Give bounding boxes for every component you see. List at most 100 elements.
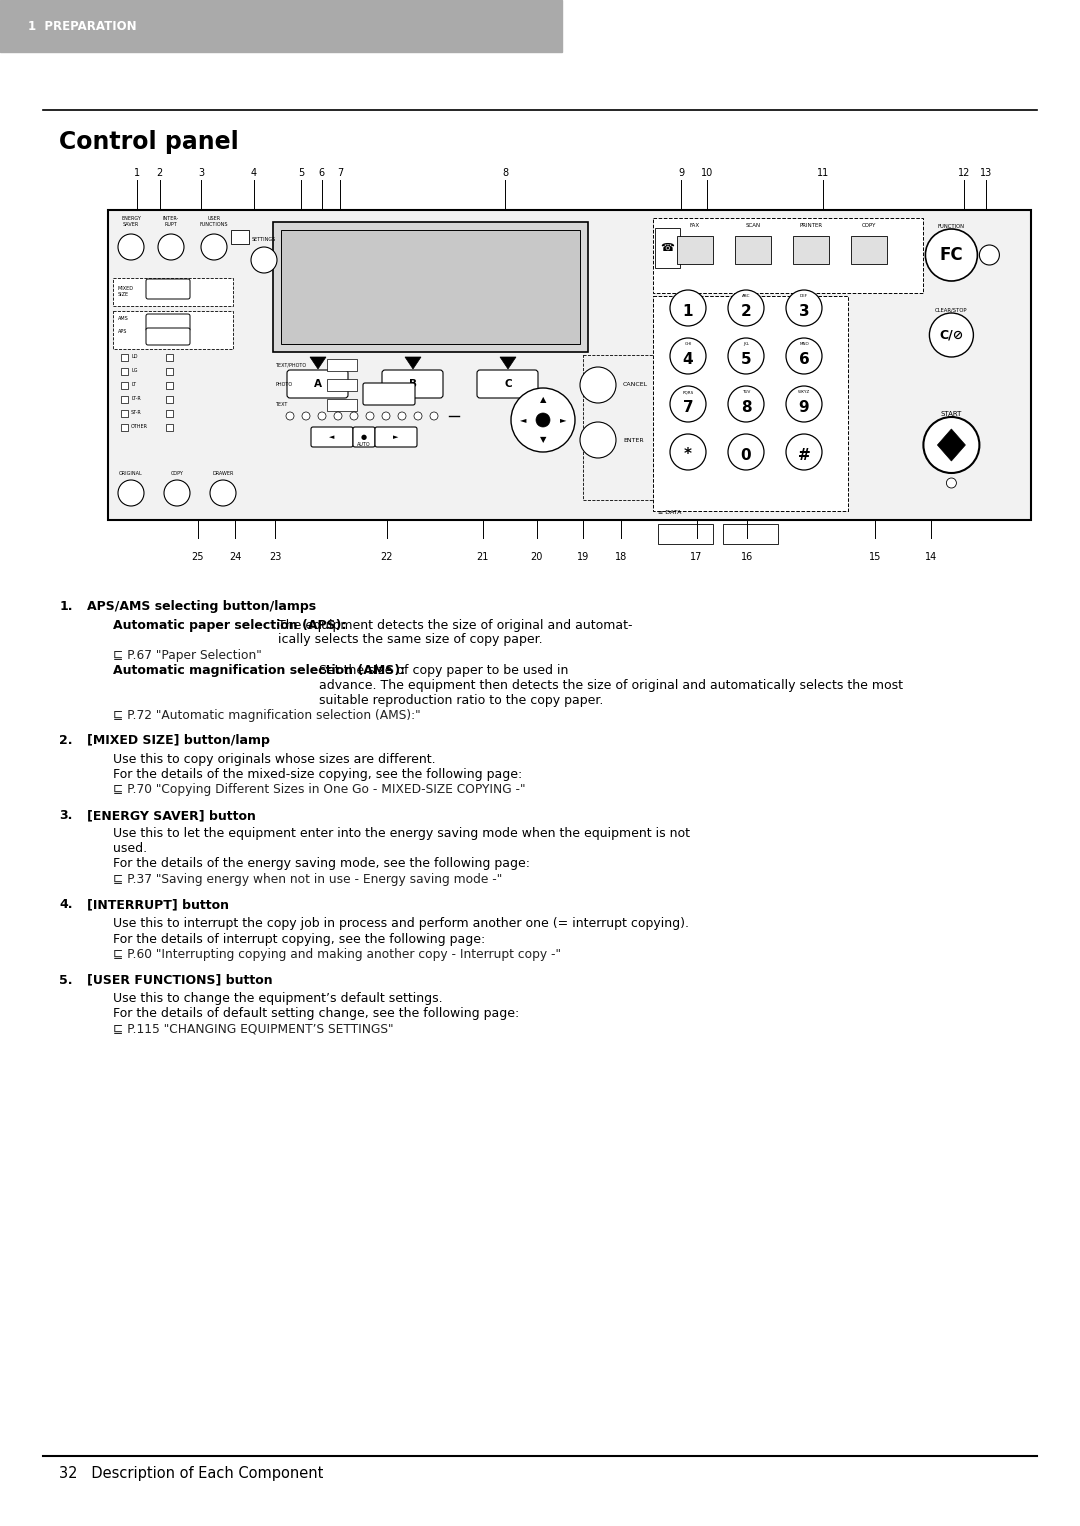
Text: JKL: JKL	[743, 342, 750, 346]
Text: For the details of interrupt copying, see the following page:: For the details of interrupt copying, se…	[113, 932, 486, 946]
Text: [USER FUNCTIONS] button: [USER FUNCTIONS] button	[87, 974, 273, 986]
Circle shape	[923, 417, 980, 473]
Text: 8: 8	[741, 400, 752, 415]
Text: ENERGY
SAVER: ENERGY SAVER	[121, 217, 140, 227]
Text: AMS: AMS	[118, 316, 129, 320]
Circle shape	[946, 478, 957, 488]
Circle shape	[118, 481, 144, 507]
Text: 8: 8	[502, 168, 509, 179]
Bar	[653, 218, 923, 293]
Text: ORIGINAL: ORIGINAL	[119, 472, 143, 476]
Text: START: START	[941, 410, 962, 417]
Bar	[583, 356, 713, 501]
Bar	[121, 397, 129, 403]
Text: 5: 5	[741, 351, 752, 366]
Text: APS: APS	[118, 330, 127, 334]
Text: GHI: GHI	[685, 342, 691, 346]
Text: FAX: FAX	[690, 223, 700, 227]
Text: ▲: ▲	[540, 395, 546, 404]
Bar	[0, 0, 562, 52]
Text: INTER-
RUPT: INTER- RUPT	[163, 217, 179, 227]
Text: LG: LG	[131, 368, 137, 374]
Text: 17: 17	[690, 552, 703, 562]
Bar	[658, 523, 713, 543]
FancyBboxPatch shape	[146, 314, 190, 331]
Text: PHOTO: PHOTO	[275, 383, 292, 388]
Bar	[281, 230, 580, 343]
Circle shape	[118, 233, 144, 259]
Circle shape	[670, 337, 706, 374]
Circle shape	[251, 247, 276, 273]
Text: 9: 9	[799, 400, 809, 415]
Circle shape	[286, 412, 294, 420]
Text: 3: 3	[799, 304, 809, 319]
Text: 0: 0	[741, 447, 752, 462]
Text: 4.: 4.	[59, 899, 73, 911]
Circle shape	[430, 412, 438, 420]
Text: TEXT: TEXT	[275, 403, 287, 407]
Text: 1: 1	[134, 168, 140, 179]
Bar	[793, 237, 829, 264]
Polygon shape	[310, 357, 326, 369]
Text: ●: ●	[361, 433, 367, 439]
Text: B: B	[409, 378, 417, 389]
Circle shape	[580, 366, 616, 403]
Bar	[327, 378, 357, 391]
Text: 2.: 2.	[59, 734, 73, 748]
Text: 13: 13	[980, 168, 993, 179]
Text: 1: 1	[683, 304, 693, 319]
Bar	[108, 211, 1031, 520]
Bar	[166, 397, 173, 403]
Text: The equipment detects the size of original and automat-
ically selects the same : The equipment detects the size of origin…	[279, 618, 633, 647]
Circle shape	[786, 337, 822, 374]
Circle shape	[158, 233, 184, 259]
Text: Automatic paper selection (APS):: Automatic paper selection (APS):	[113, 618, 347, 632]
Text: 15: 15	[868, 552, 881, 562]
Circle shape	[786, 433, 822, 470]
Text: ◄: ◄	[519, 415, 526, 424]
Text: ►: ►	[559, 415, 566, 424]
Bar	[113, 278, 233, 307]
Circle shape	[728, 337, 764, 374]
Circle shape	[670, 433, 706, 470]
Text: 1  PREPARATION: 1 PREPARATION	[28, 20, 137, 32]
Bar	[166, 354, 173, 362]
FancyBboxPatch shape	[146, 279, 190, 299]
Text: Use this to copy originals whose sizes are different.: Use this to copy originals whose sizes a…	[113, 752, 436, 766]
Bar	[166, 368, 173, 375]
Bar	[166, 410, 173, 417]
Text: 12: 12	[958, 168, 971, 179]
Text: ⊑ P.115 "CHANGING EQUIPMENT’S SETTINGS": ⊑ P.115 "CHANGING EQUIPMENT’S SETTINGS"	[113, 1022, 394, 1036]
Text: 6: 6	[319, 168, 325, 179]
Text: ►: ►	[393, 433, 399, 439]
Circle shape	[728, 290, 764, 327]
Text: 14: 14	[924, 552, 937, 562]
Text: ◄: ◄	[329, 433, 335, 439]
Circle shape	[399, 412, 406, 420]
Bar	[327, 359, 357, 371]
Bar	[121, 410, 129, 417]
Bar	[231, 230, 249, 244]
Text: 23: 23	[269, 552, 282, 562]
Text: 21: 21	[476, 552, 489, 562]
Circle shape	[786, 386, 822, 423]
Circle shape	[334, 412, 342, 420]
Text: 5.: 5.	[59, 974, 73, 986]
Text: 7: 7	[683, 400, 693, 415]
Text: ABC: ABC	[742, 295, 751, 298]
Text: LT: LT	[131, 383, 136, 388]
Circle shape	[382, 412, 390, 420]
Text: Use this to change the equipment’s default settings.: Use this to change the equipment’s defau…	[113, 992, 443, 1006]
Text: TUV: TUV	[742, 391, 751, 394]
Bar	[327, 398, 357, 410]
FancyBboxPatch shape	[363, 383, 415, 404]
Text: 22: 22	[380, 552, 393, 562]
Text: 20: 20	[530, 552, 543, 562]
Text: ⊑ P.37 "Saving energy when not in use - Energy saving mode -": ⊑ P.37 "Saving energy when not in use - …	[113, 873, 502, 887]
Text: LT-R: LT-R	[131, 397, 140, 401]
FancyBboxPatch shape	[375, 427, 417, 447]
Text: 25: 25	[191, 552, 204, 562]
Bar	[653, 296, 848, 511]
Text: ▼: ▼	[540, 435, 546, 444]
Text: PQRS: PQRS	[683, 391, 693, 394]
